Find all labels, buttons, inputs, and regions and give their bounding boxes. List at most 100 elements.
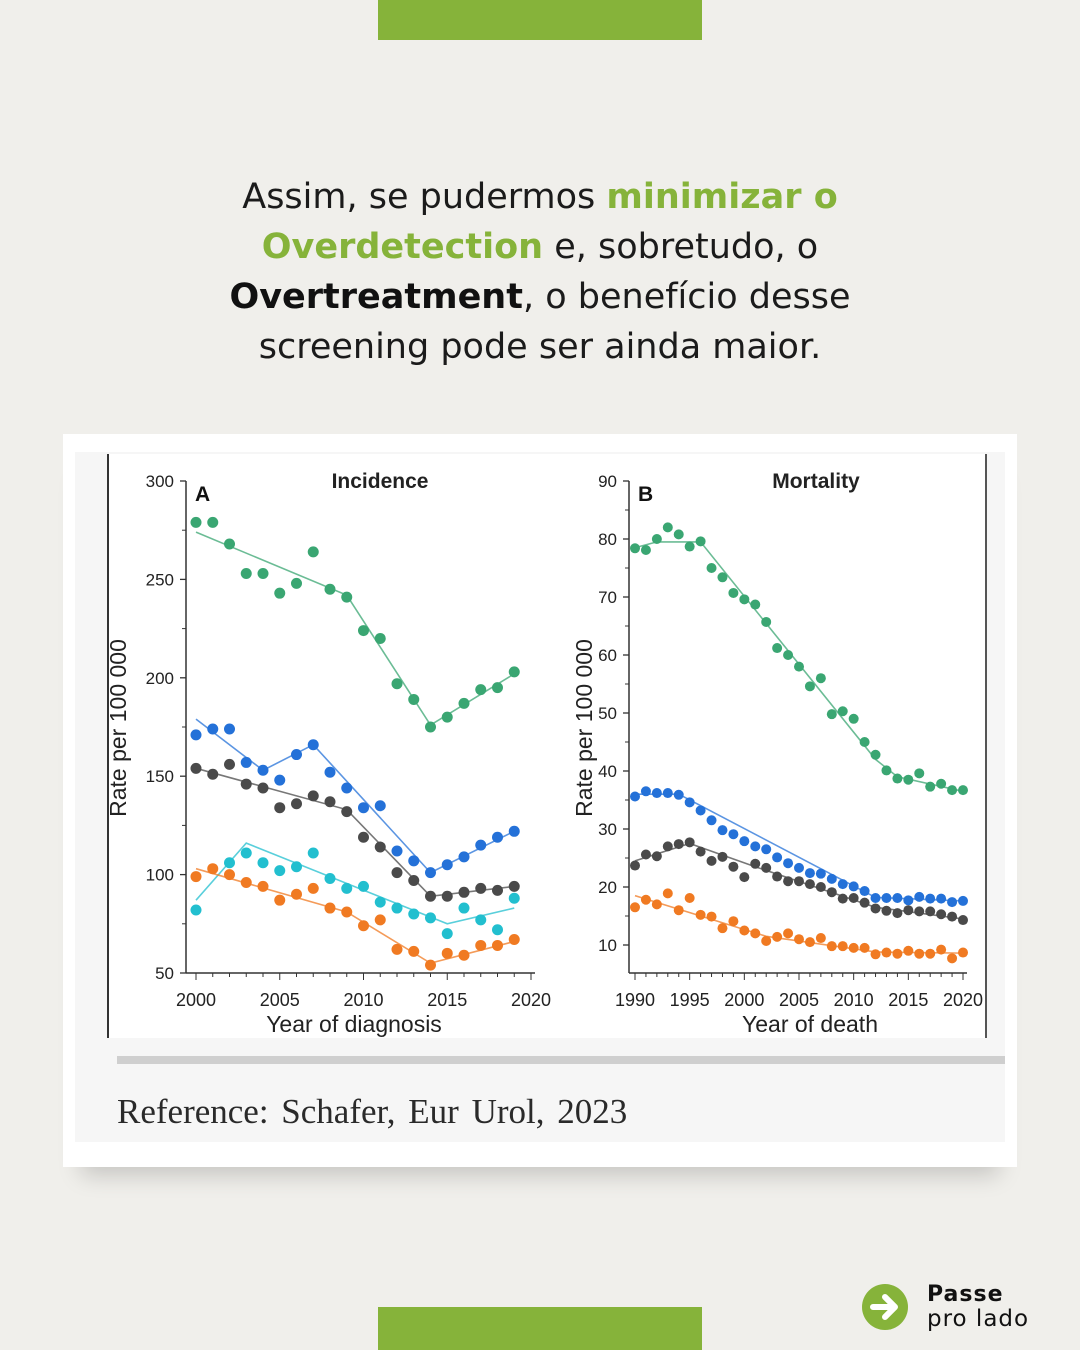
- data-point-orange: [794, 934, 804, 945]
- panel-a-background: [107, 454, 561, 1038]
- data-point-orange: [324, 902, 336, 914]
- data-point-green: [958, 785, 968, 796]
- series-cyan: [190, 842, 520, 940]
- x-tick-label: 2010: [834, 990, 874, 1010]
- x-tick-label: 1990: [615, 990, 655, 1010]
- data-point-gray: [673, 839, 684, 850]
- data-point-green: [925, 781, 936, 792]
- data-point-blue: [475, 839, 487, 851]
- data-point-green: [706, 563, 717, 573]
- y-tick-label: 30: [598, 820, 617, 839]
- data-point-green: [640, 545, 651, 556]
- arrow-right-circle-icon: [862, 1284, 908, 1330]
- data-point-green: [307, 546, 319, 558]
- data-point-orange: [508, 934, 520, 946]
- data-point-orange: [936, 944, 947, 955]
- data-point-green: [837, 706, 848, 717]
- data-point-green: [374, 632, 386, 644]
- data-point-orange: [274, 894, 286, 906]
- data-point-orange: [739, 925, 750, 936]
- data-point-green: [717, 572, 728, 583]
- series-orange: [630, 888, 968, 964]
- data-point-green: [804, 681, 815, 692]
- data-point-cyan: [425, 912, 436, 924]
- data-point-blue: [783, 858, 794, 869]
- x-tick-label: 2010: [343, 990, 383, 1010]
- data-point-orange: [475, 939, 487, 951]
- data-point-blue: [717, 825, 728, 836]
- data-point-gray: [341, 806, 353, 818]
- data-point-blue: [925, 893, 936, 904]
- data-point-blue: [739, 836, 750, 847]
- data-point-orange: [837, 941, 848, 952]
- headline-text: screening pode ser ainda maior.: [258, 327, 822, 367]
- data-point-orange: [651, 899, 662, 910]
- data-point-blue: [837, 879, 848, 890]
- data-point-green: [673, 529, 684, 540]
- data-point-green: [826, 709, 837, 720]
- data-point-gray: [240, 778, 252, 790]
- data-point-green: [761, 616, 772, 627]
- separator-line: [117, 1056, 1005, 1064]
- data-point-gray: [925, 906, 936, 917]
- headline-highlight: Overdetection: [261, 227, 544, 267]
- y-axis-label: Rate per 100 000: [571, 639, 597, 817]
- data-point-gray: [458, 886, 470, 898]
- data-point-blue: [291, 749, 302, 761]
- figure-card: Reference: Schafer, Eur Urol, 2023: [63, 434, 1017, 1167]
- x-tick-label: 2020: [943, 990, 983, 1010]
- data-point-gray: [761, 862, 772, 873]
- data-point-orange: [958, 947, 968, 958]
- y-tick-label: 40: [598, 762, 617, 781]
- data-point-orange: [207, 863, 219, 875]
- data-point-orange: [914, 948, 925, 959]
- data-point-blue: [903, 895, 914, 906]
- data-point-gray: [848, 893, 859, 904]
- data-point-gray: [408, 875, 420, 887]
- data-point-orange: [750, 928, 761, 939]
- data-point-blue: [728, 829, 739, 840]
- data-point-green: [257, 567, 269, 579]
- data-point-blue: [257, 764, 269, 776]
- data-point-green: [794, 661, 804, 672]
- data-point-gray: [794, 876, 804, 887]
- data-point-cyan: [240, 847, 252, 859]
- x-tick-label: 2015: [427, 990, 467, 1010]
- data-point-green: [508, 666, 520, 678]
- data-point-gray: [859, 897, 870, 908]
- data-point-green: [441, 711, 453, 723]
- x-tick-label: 2015: [888, 990, 928, 1010]
- next-slide-hint[interactable]: Passe pro lado: [862, 1282, 1062, 1334]
- data-point-orange: [640, 894, 651, 905]
- data-point-blue: [881, 893, 892, 904]
- bottom-accent-bar: [378, 1307, 702, 1350]
- data-point-orange: [761, 935, 772, 946]
- data-point-blue: [826, 873, 837, 884]
- figure-image: Reference: Schafer, Eur Urol, 2023: [75, 452, 1005, 1142]
- y-tick-label: 60: [598, 646, 617, 665]
- data-point-green: [859, 737, 870, 747]
- cta-line2: pro lado: [927, 1306, 1030, 1332]
- data-point-green: [772, 643, 783, 654]
- data-point-gray: [630, 860, 640, 871]
- data-point-orange: [425, 959, 436, 971]
- data-point-orange: [224, 869, 235, 881]
- data-point-orange: [257, 880, 269, 892]
- y-tick-label: 200: [146, 669, 174, 688]
- data-point-orange: [859, 942, 870, 953]
- y-tick-label: 50: [155, 964, 174, 983]
- trend-line-orange: [634, 894, 964, 954]
- x-tick-label: 2005: [260, 990, 300, 1010]
- reference-text: Reference: Schafer, Eur Urol, 2023: [117, 1092, 628, 1131]
- data-point-gray: [651, 851, 662, 862]
- y-tick-label: 20: [598, 878, 617, 897]
- data-point-cyan: [441, 928, 453, 940]
- data-point-blue: [441, 859, 453, 871]
- data-point-orange: [706, 911, 717, 922]
- data-point-orange: [783, 928, 794, 939]
- data-point-blue: [508, 825, 520, 837]
- data-point-gray: [903, 905, 914, 916]
- data-point-gray: [257, 782, 269, 794]
- data-point-green: [408, 693, 420, 705]
- data-point-green: [848, 713, 859, 724]
